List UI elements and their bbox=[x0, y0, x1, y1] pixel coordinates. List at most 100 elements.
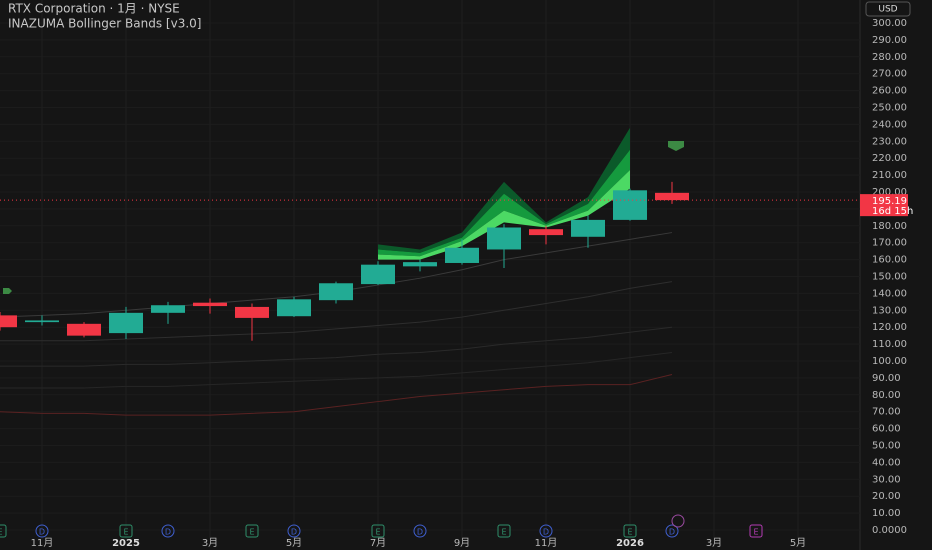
x-tick-label: 5月 bbox=[286, 537, 302, 549]
x-tick-label: 7月 bbox=[370, 537, 386, 549]
y-tick-label: 220.00 bbox=[872, 153, 907, 164]
candle-body bbox=[25, 320, 59, 323]
event-label: E bbox=[123, 528, 128, 537]
indicator-line bbox=[0, 352, 673, 389]
y-tick-label: 110.00 bbox=[872, 339, 907, 350]
y-tick-label: 50.00 bbox=[872, 441, 901, 452]
candle-body bbox=[487, 227, 521, 250]
event-icon bbox=[497, 524, 511, 538]
x-tick-label: 5月 bbox=[790, 537, 806, 549]
indicator-line bbox=[0, 374, 673, 416]
event-icon bbox=[665, 524, 679, 538]
event-icon bbox=[287, 524, 301, 538]
event-icon bbox=[371, 524, 385, 538]
y-tick-label: 160.00 bbox=[872, 255, 907, 266]
y-tick-label: 150.00 bbox=[872, 272, 907, 283]
y-tick-label: 0.0000 bbox=[872, 525, 907, 536]
y-tick-label: 90.00 bbox=[872, 373, 901, 384]
x-tick-label: 11月 bbox=[31, 537, 54, 549]
plot bbox=[0, 127, 860, 538]
event-icon bbox=[749, 524, 763, 538]
x-tick-label: 2025 bbox=[112, 538, 140, 549]
y-tick-label: 140.00 bbox=[872, 288, 907, 299]
y-tick-label: 200.00 bbox=[872, 187, 907, 198]
event-label: D bbox=[165, 528, 171, 537]
candle-body bbox=[277, 299, 311, 317]
event-icon bbox=[413, 524, 427, 538]
y-tick-label: 280.00 bbox=[872, 52, 907, 63]
event-icon bbox=[161, 524, 175, 538]
candle-body bbox=[361, 264, 395, 285]
x-tick-label: 3月 bbox=[202, 537, 218, 549]
countdown: 16d 15h bbox=[872, 206, 913, 217]
candle-body bbox=[67, 323, 101, 336]
x-tick-label: 11月 bbox=[535, 537, 558, 549]
price-tag bbox=[860, 194, 908, 217]
event-label: D bbox=[39, 528, 45, 537]
event-icon bbox=[35, 524, 49, 538]
chart-title: RTX Corporation · 1月 · NYSE bbox=[8, 2, 180, 16]
y-tick-label: 290.00 bbox=[872, 35, 907, 46]
y-tick-label: 180.00 bbox=[872, 221, 907, 232]
signal-flag bbox=[3, 288, 12, 294]
y-tick-label: 10.00 bbox=[872, 508, 901, 519]
candle-body bbox=[109, 312, 143, 334]
currency[interactable]: USD bbox=[878, 5, 897, 15]
event-label: E bbox=[627, 528, 632, 537]
x-tick-label: 9月 bbox=[454, 537, 470, 549]
event-icon bbox=[623, 524, 637, 538]
x-tick-label: 2026 bbox=[616, 538, 644, 549]
candle-body bbox=[403, 262, 437, 267]
candle-body bbox=[655, 192, 689, 201]
candle-body bbox=[0, 315, 17, 328]
y-tick-label: 170.00 bbox=[872, 238, 907, 249]
candle-body bbox=[445, 247, 479, 263]
y-tick-label: 120.00 bbox=[872, 322, 907, 333]
event-icon bbox=[539, 524, 553, 538]
x-tick-label: 3月 bbox=[706, 537, 722, 549]
y-tick-label: 130.00 bbox=[872, 305, 907, 316]
event-icon bbox=[0, 524, 7, 538]
event-label: D bbox=[291, 528, 297, 537]
band-area bbox=[378, 149, 630, 257]
event-label: E bbox=[249, 528, 254, 537]
y-tick-label: 60.00 bbox=[872, 424, 901, 435]
last-price-label: 195.19 bbox=[872, 196, 907, 207]
event-icon bbox=[245, 524, 259, 538]
y-tick-label: 20.00 bbox=[872, 491, 901, 502]
y-tick-label: 260.00 bbox=[872, 86, 907, 97]
y-tick-label: 270.00 bbox=[872, 69, 907, 80]
event-icon bbox=[119, 524, 133, 538]
candle-body bbox=[193, 302, 227, 307]
candle-body bbox=[529, 229, 563, 236]
y-tick-label: 300.00 bbox=[872, 18, 907, 29]
event-label: D bbox=[417, 528, 423, 537]
y-tick-label: 240.00 bbox=[872, 119, 907, 130]
y-tick-label: 80.00 bbox=[872, 390, 901, 401]
candle-body bbox=[613, 190, 647, 220]
event-label: D bbox=[543, 528, 549, 537]
event-label: E bbox=[501, 528, 506, 537]
candle-body bbox=[319, 283, 353, 301]
indicator-line bbox=[0, 281, 673, 342]
y-tick-label: 250.00 bbox=[872, 103, 907, 114]
band-area bbox=[378, 170, 630, 260]
signal-flag bbox=[668, 141, 684, 151]
event-label: E bbox=[0, 528, 3, 537]
y-tick-label: 230.00 bbox=[872, 136, 907, 147]
event-label: D bbox=[669, 528, 675, 537]
event-label: E bbox=[753, 528, 758, 537]
event-label: E bbox=[375, 528, 380, 537]
candle-body bbox=[571, 219, 605, 237]
currency-box[interactable] bbox=[865, 1, 911, 17]
candle-body bbox=[235, 306, 269, 318]
chart-subtitle: INAZUMA Bollinger Bands [v3.0] bbox=[8, 17, 201, 31]
candle-body bbox=[151, 305, 185, 313]
band-area bbox=[378, 127, 630, 253]
indicator-line bbox=[0, 326, 673, 367]
y-tick-label: 210.00 bbox=[872, 170, 907, 181]
y-tick-label: 30.00 bbox=[872, 474, 901, 485]
